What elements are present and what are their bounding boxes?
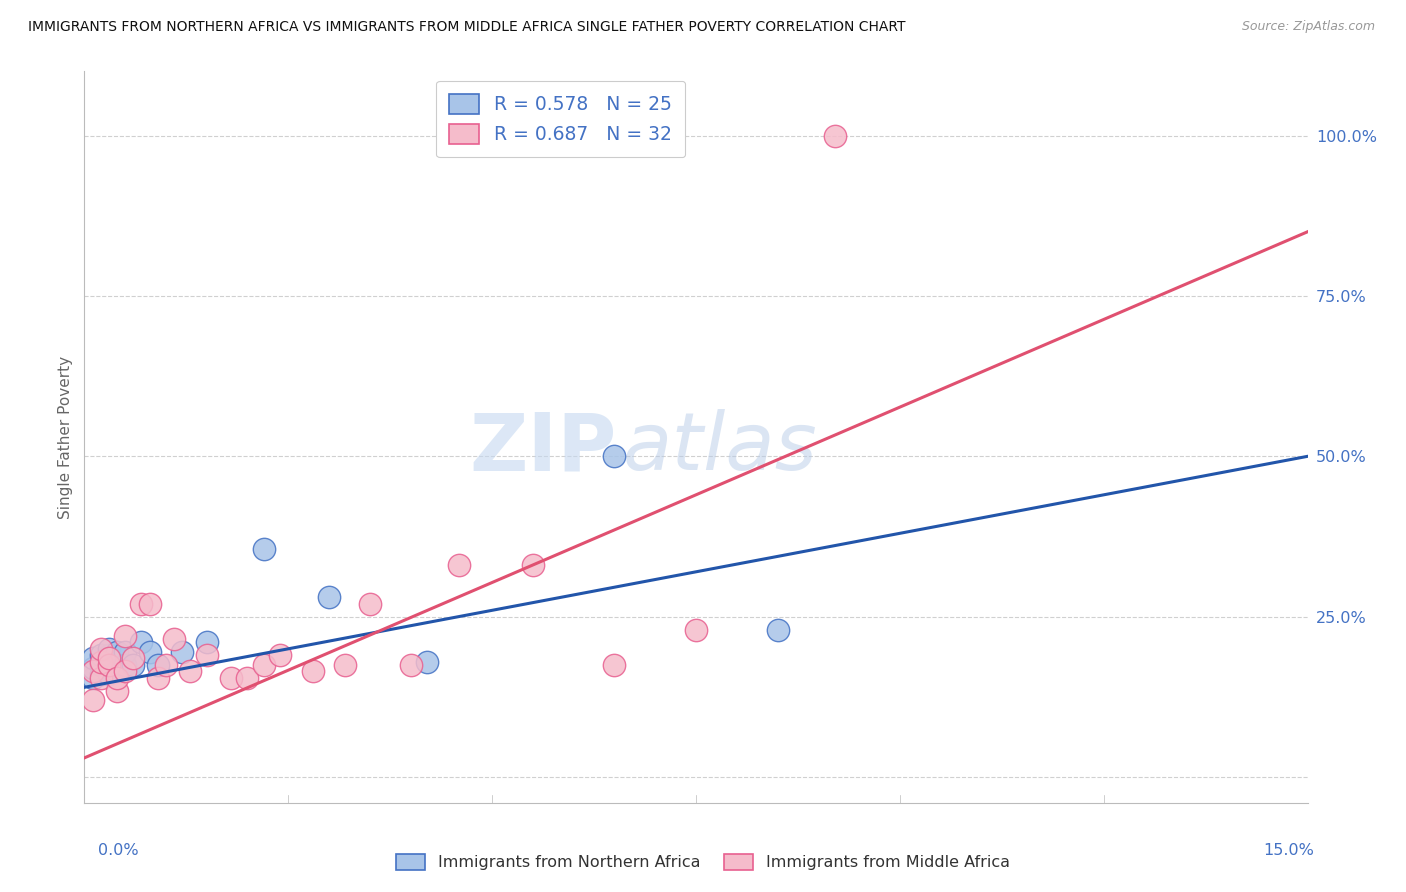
Point bbox=[163, 632, 186, 647]
Point bbox=[603, 657, 626, 672]
Point bbox=[114, 629, 136, 643]
Text: IMMIGRANTS FROM NORTHERN AFRICA VS IMMIGRANTS FROM MIDDLE AFRICA SINGLE FATHER P: IMMIGRANTS FROM NORTHERN AFRICA VS IMMIG… bbox=[28, 20, 905, 34]
Point bbox=[172, 645, 194, 659]
Text: 15.0%: 15.0% bbox=[1264, 843, 1315, 858]
Point bbox=[97, 641, 120, 656]
Point bbox=[522, 558, 544, 573]
Point bbox=[824, 128, 846, 143]
Point bbox=[236, 671, 259, 685]
Point bbox=[97, 655, 120, 669]
Legend: Immigrants from Northern Africa, Immigrants from Middle Africa: Immigrants from Northern Africa, Immigra… bbox=[389, 848, 1017, 877]
Point bbox=[97, 651, 120, 665]
Point bbox=[105, 665, 128, 679]
Text: 0.0%: 0.0% bbox=[98, 843, 139, 858]
Point bbox=[82, 661, 104, 675]
Point bbox=[449, 558, 471, 573]
Point bbox=[359, 597, 381, 611]
Point bbox=[138, 597, 160, 611]
Point bbox=[122, 651, 145, 665]
Point bbox=[90, 648, 112, 663]
Point bbox=[105, 683, 128, 698]
Point bbox=[399, 657, 422, 672]
Y-axis label: Single Father Poverty: Single Father Poverty bbox=[58, 356, 73, 518]
Point bbox=[82, 671, 104, 685]
Point bbox=[146, 657, 169, 672]
Point bbox=[114, 645, 136, 659]
Point bbox=[90, 667, 112, 681]
Point bbox=[155, 657, 177, 672]
Point bbox=[253, 657, 276, 672]
Point bbox=[179, 665, 201, 679]
Legend: R = 0.578   N = 25, R = 0.687   N = 32: R = 0.578 N = 25, R = 0.687 N = 32 bbox=[436, 81, 685, 157]
Point bbox=[97, 648, 120, 663]
Point bbox=[301, 665, 323, 679]
Point bbox=[603, 450, 626, 464]
Point bbox=[114, 657, 136, 672]
Text: atlas: atlas bbox=[623, 409, 817, 487]
Point bbox=[82, 651, 104, 665]
Point bbox=[146, 671, 169, 685]
Point bbox=[269, 648, 291, 663]
Point bbox=[90, 671, 112, 685]
Point bbox=[138, 645, 160, 659]
Point bbox=[122, 657, 145, 672]
Point bbox=[105, 645, 128, 659]
Point bbox=[335, 657, 357, 672]
Point bbox=[318, 591, 340, 605]
Point bbox=[82, 665, 104, 679]
Point bbox=[97, 657, 120, 672]
Point bbox=[82, 693, 104, 707]
Point bbox=[90, 655, 112, 669]
Point bbox=[219, 671, 242, 685]
Point bbox=[131, 597, 153, 611]
Point bbox=[105, 671, 128, 685]
Point bbox=[90, 641, 112, 656]
Point bbox=[685, 623, 707, 637]
Text: ZIP: ZIP bbox=[470, 409, 616, 487]
Text: Source: ZipAtlas.com: Source: ZipAtlas.com bbox=[1241, 20, 1375, 33]
Point bbox=[114, 665, 136, 679]
Point bbox=[131, 635, 153, 649]
Point bbox=[90, 657, 112, 672]
Point bbox=[195, 648, 218, 663]
Point bbox=[97, 667, 120, 681]
Point bbox=[253, 542, 276, 557]
Point bbox=[416, 655, 439, 669]
Point bbox=[195, 635, 218, 649]
Point bbox=[766, 623, 789, 637]
